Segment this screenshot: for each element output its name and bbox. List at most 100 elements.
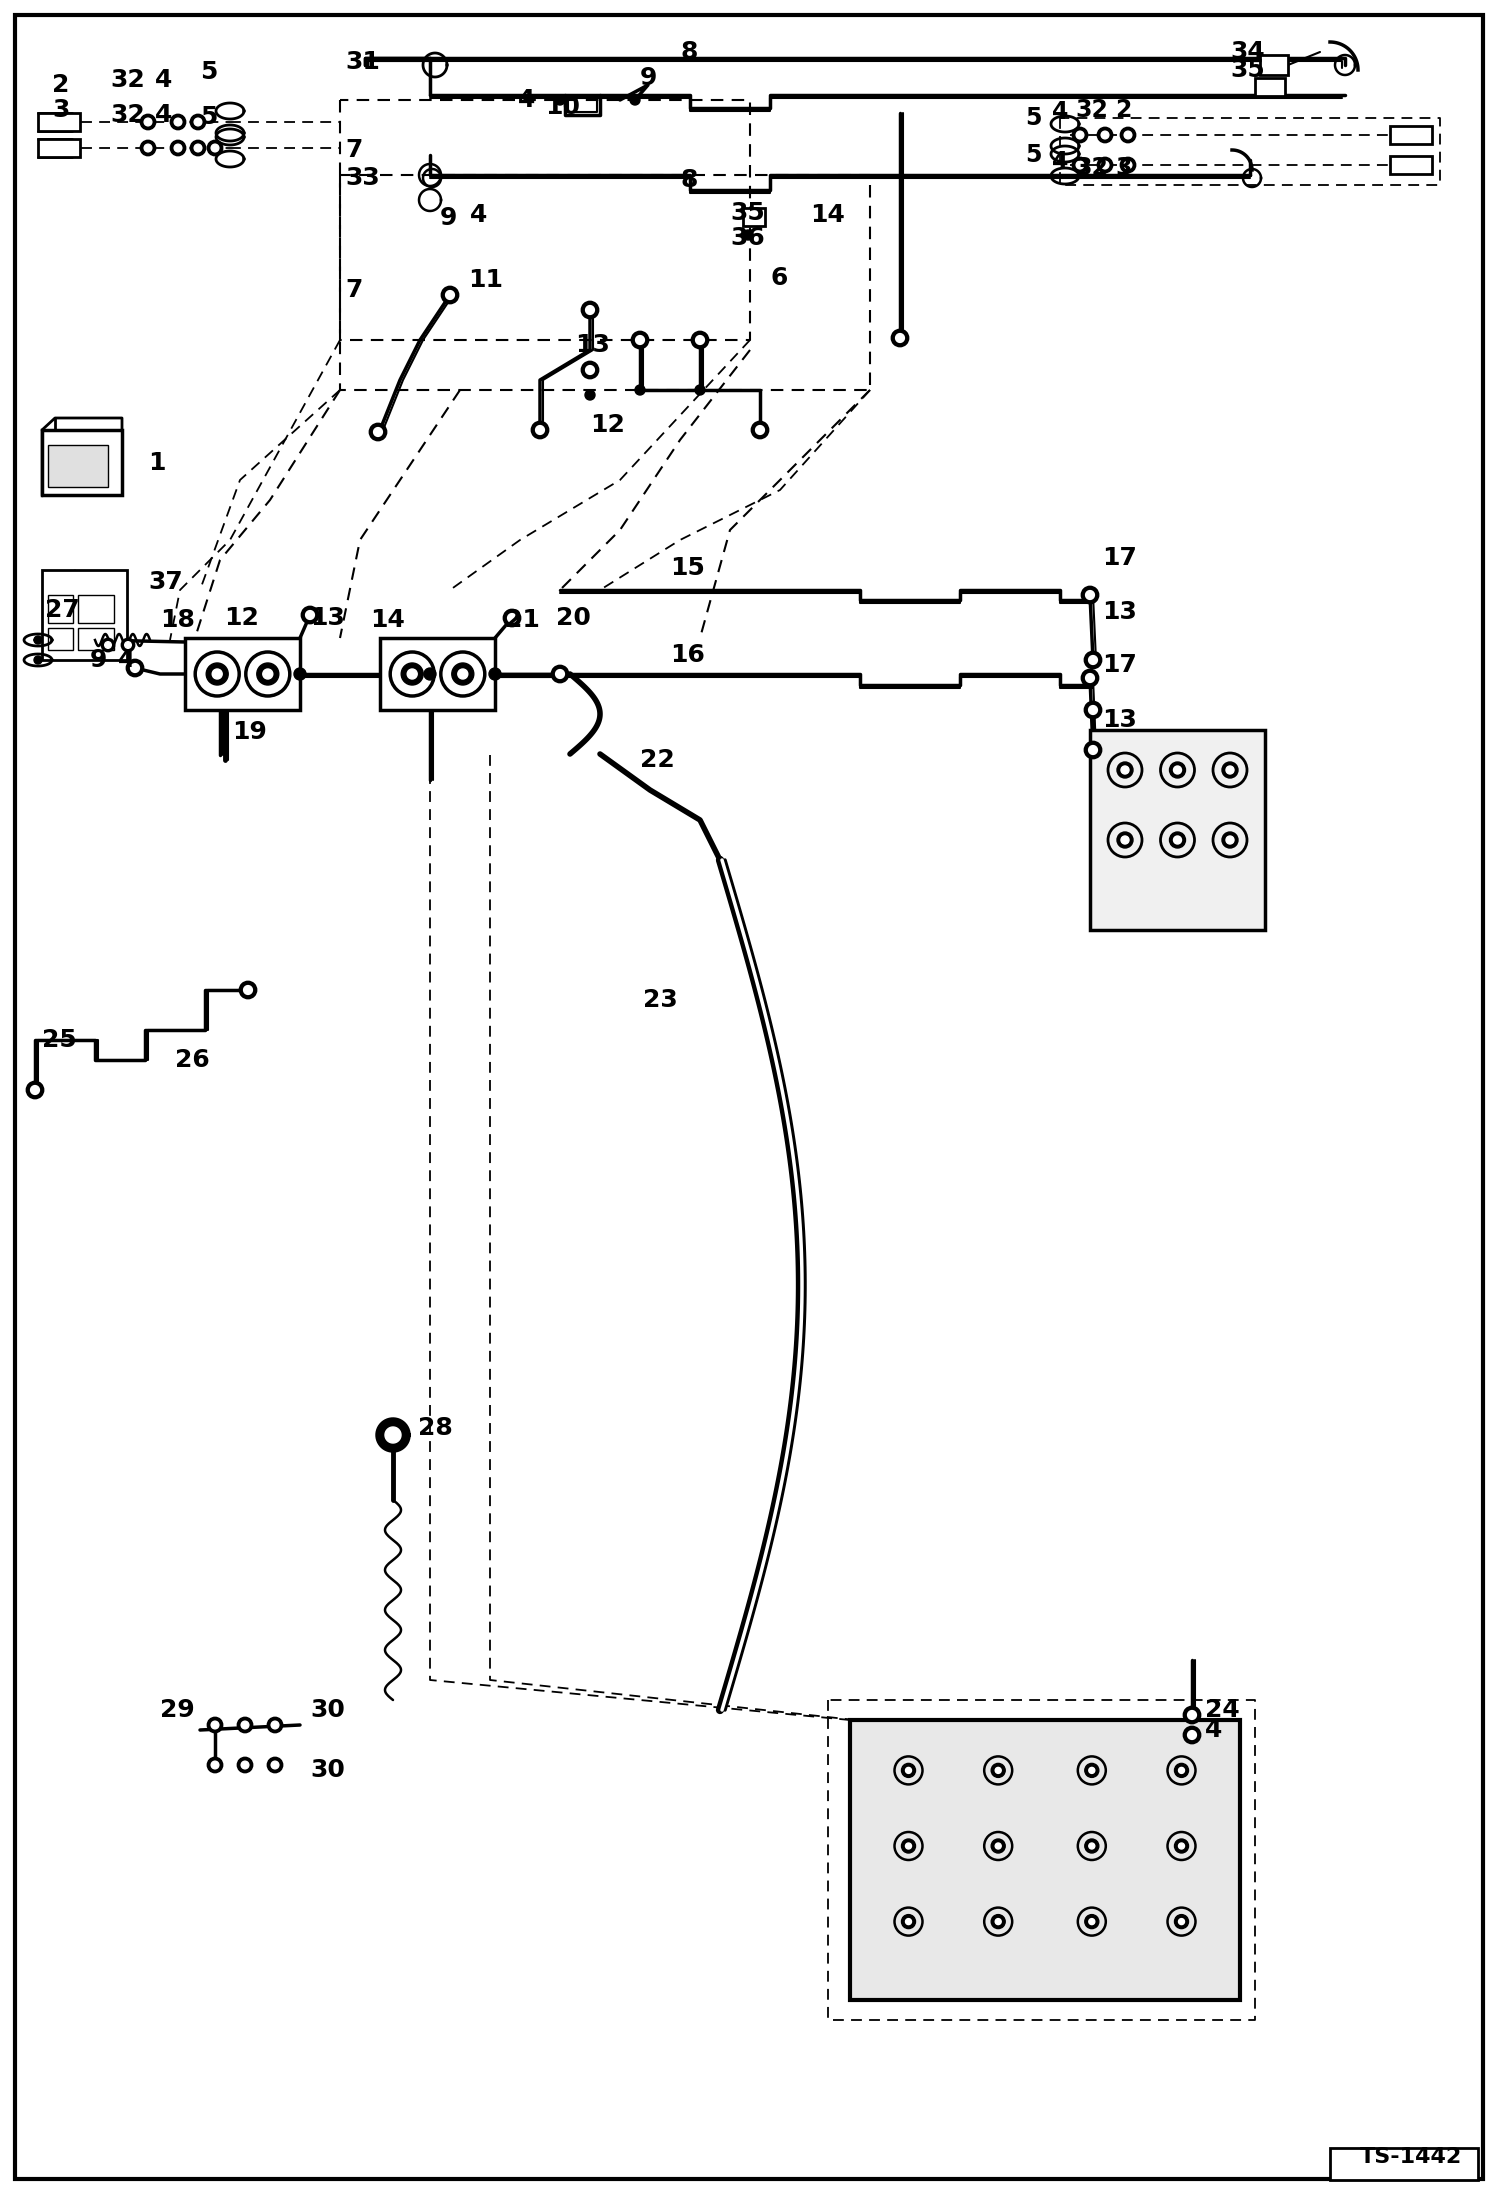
Text: 30: 30 [310,1757,345,1782]
Text: 24: 24 [1204,1698,1240,1722]
Circle shape [401,663,424,685]
Circle shape [174,145,181,151]
Circle shape [551,667,568,682]
Text: 5: 5 [1025,143,1041,167]
Bar [42,430,121,496]
Circle shape [905,1768,911,1773]
Circle shape [1222,761,1237,779]
Circle shape [34,656,42,665]
Circle shape [1085,1839,1100,1854]
Text: 13: 13 [575,333,610,358]
Bar [37,114,79,132]
Circle shape [144,118,151,125]
Text: 14: 14 [370,608,404,632]
Text: 33: 33 [345,167,380,191]
Text: 15: 15 [670,555,706,579]
Text: 5: 5 [201,59,217,83]
Circle shape [1170,832,1185,849]
Text: 13: 13 [1103,599,1137,623]
Text: 12: 12 [590,412,625,437]
Circle shape [174,118,181,125]
Circle shape [208,1757,222,1773]
Circle shape [488,667,500,680]
Circle shape [1082,588,1098,603]
Circle shape [1173,766,1182,774]
Circle shape [896,333,905,342]
Circle shape [995,1843,1001,1850]
Text: 30: 30 [310,1698,345,1722]
Text: 36: 36 [730,226,765,250]
Text: 4: 4 [154,68,172,92]
Text: 1: 1 [148,452,165,474]
Circle shape [256,663,279,685]
Circle shape [1082,669,1098,687]
Circle shape [695,384,706,395]
Circle shape [556,669,565,678]
Text: 19: 19 [232,720,267,744]
Circle shape [1173,836,1182,845]
Circle shape [1188,1731,1197,1740]
Bar [48,445,108,487]
Circle shape [995,1918,1001,1924]
Circle shape [583,362,598,377]
Circle shape [1089,1768,1095,1773]
Circle shape [208,140,222,156]
Text: 26: 26 [175,1049,210,1073]
Bar [1255,79,1285,97]
Text: 18: 18 [160,608,195,632]
Circle shape [1085,1915,1100,1929]
Circle shape [1098,158,1112,171]
Circle shape [692,331,709,349]
Circle shape [1121,127,1135,143]
Circle shape [407,669,418,678]
Circle shape [1118,761,1132,779]
Text: 35: 35 [730,202,765,226]
Bar [849,1720,1240,2001]
Circle shape [268,1757,282,1773]
Text: 4: 4 [118,647,135,671]
Circle shape [1118,832,1132,849]
Bar [1330,2148,1479,2181]
Circle shape [1174,1915,1188,1929]
Circle shape [211,145,219,151]
Text: 9: 9 [90,647,108,671]
Text: 32: 32 [1076,156,1109,180]
Circle shape [891,329,908,347]
Circle shape [192,114,205,129]
Circle shape [1225,766,1234,774]
Text: 20: 20 [556,606,590,630]
Circle shape [1222,832,1237,849]
Circle shape [635,336,644,344]
Text: 2: 2 [52,72,69,97]
Circle shape [1098,127,1112,143]
Circle shape [262,669,273,678]
Circle shape [1179,1768,1185,1773]
Text: 4: 4 [1204,1718,1222,1742]
Circle shape [631,94,640,105]
Bar [380,638,494,711]
Circle shape [992,1915,1005,1929]
Circle shape [1085,652,1101,667]
Circle shape [1225,836,1234,845]
Text: 32: 32 [109,103,145,127]
Circle shape [240,983,256,998]
Circle shape [271,1762,279,1768]
Circle shape [238,1757,252,1773]
Bar [42,570,127,660]
Circle shape [102,638,114,652]
Bar [78,627,114,649]
Text: 23: 23 [643,987,677,1011]
Text: 17: 17 [1103,546,1137,570]
Circle shape [195,145,202,151]
Circle shape [1183,1707,1200,1722]
Circle shape [635,384,646,395]
Text: 21: 21 [505,608,539,632]
Circle shape [1101,132,1109,138]
Circle shape [1124,132,1132,138]
Text: 5: 5 [1025,105,1041,129]
Circle shape [424,667,436,680]
Text: 12: 12 [225,606,259,630]
Text: 4: 4 [154,103,172,127]
Text: 3: 3 [1115,156,1131,180]
Text: 4: 4 [1052,101,1068,125]
